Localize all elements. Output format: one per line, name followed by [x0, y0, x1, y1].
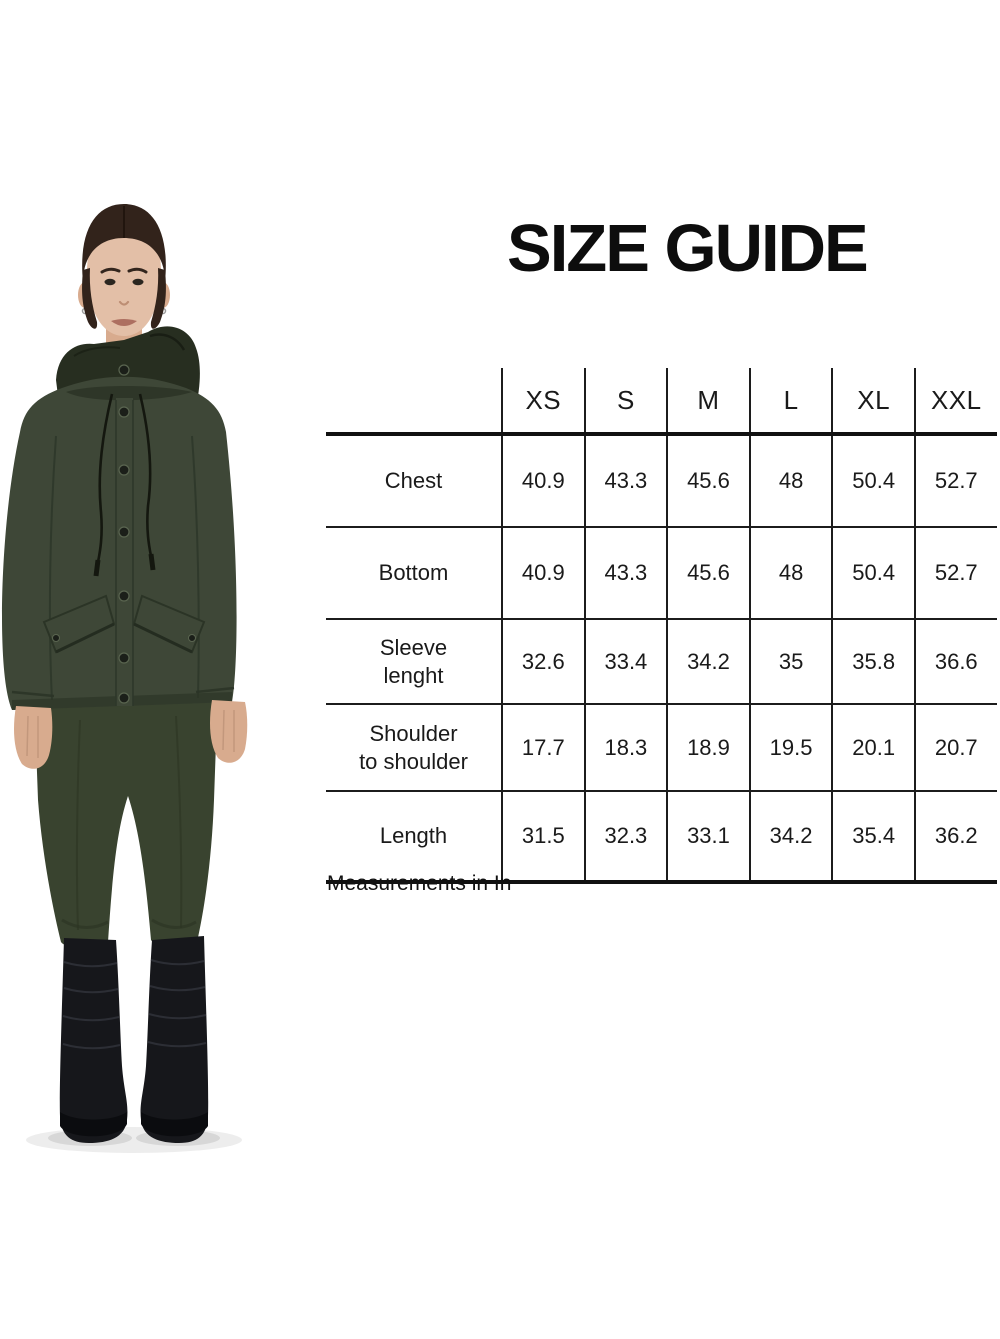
- sleeve-seam-right: [191, 435, 200, 699]
- boot-left: [59, 938, 128, 1143]
- hand-left-finger-lines: [26, 715, 39, 758]
- cell-value: 33.4: [583, 620, 667, 703]
- cell-value: 52.7: [913, 436, 997, 526]
- column-header-xs: XS: [501, 368, 584, 432]
- boot-left-sole: [60, 1112, 127, 1137]
- page-title: SIZE GUIDE: [507, 210, 869, 286]
- cell-value: 18.9: [666, 705, 749, 790]
- boot-left-ridges: [62, 961, 121, 1050]
- drawstring-left: [96, 393, 114, 563]
- rain-pants: [34, 686, 218, 949]
- table-header-row: XS S M L XL XXL: [326, 368, 997, 436]
- cell-value: 35: [748, 620, 832, 703]
- model-hair: [82, 204, 166, 282]
- pocket-snap-right: [188, 634, 196, 642]
- eye-right: [132, 278, 144, 286]
- cell-value: 32.3: [583, 792, 667, 880]
- cell-value: 33.1: [666, 792, 749, 880]
- eyebrow-left: [100, 267, 121, 274]
- row-label: Bottom: [378, 560, 449, 586]
- measurement-unit-note: Measurements in In: [327, 872, 512, 895]
- column-header-xl: XL: [831, 368, 914, 432]
- boot-right: [140, 936, 209, 1143]
- pants-cuff-fold-left: [61, 918, 109, 929]
- drawstring-right: [138, 393, 153, 557]
- cell-value: 36.2: [913, 792, 997, 880]
- cell-value: 34.2: [666, 620, 749, 703]
- table-row-shoulder-to-shoulder: Shoulder to shoulder 17.7 18.3 18.9 19.5…: [326, 705, 997, 792]
- cell-value: 19.5: [748, 705, 832, 790]
- cell-value: 48: [748, 528, 832, 618]
- column-header-m: M: [666, 368, 749, 432]
- cell-value: 17.7: [501, 705, 584, 790]
- cell-value: 18.3: [583, 705, 667, 790]
- cell-value: 40.9: [501, 528, 584, 618]
- boot-right-ridges: [147, 959, 207, 1048]
- cell-value: 34.2: [748, 792, 832, 880]
- pants-crease-left: [75, 719, 81, 931]
- cell-value: 43.3: [583, 528, 667, 618]
- nose: [118, 300, 130, 306]
- row-label: Sleeve lenght: [379, 635, 448, 688]
- hood-fold-2: [73, 346, 121, 357]
- cell-value: 43.3: [583, 436, 667, 526]
- hair-side-left: [82, 268, 98, 329]
- snap-buttons: [118, 364, 130, 704]
- table-row-bottom: Bottom 40.9 43.3 45.6 48 50.4 52.7: [326, 528, 997, 620]
- hood-fold: [149, 333, 186, 351]
- column-header-xxl: XXL: [913, 368, 997, 432]
- cell-value: 36.6: [913, 620, 997, 703]
- cell-value: 50.4: [831, 528, 914, 618]
- row-label: Length: [379, 823, 448, 849]
- table-row-chest: Chest 40.9 43.3 45.6 48 50.4 52.7: [326, 436, 997, 528]
- cell-value: 52.7: [913, 528, 997, 618]
- pocket-flap-right-edge: [133, 622, 193, 654]
- table-row-sleeve-length: Sleeve lenght 32.6 33.4 34.2 35 35.8 36.…: [326, 620, 997, 705]
- pocket-flaps: [42, 594, 206, 654]
- drawstring-right-aglet: [148, 553, 156, 571]
- cell-value: 48: [748, 436, 832, 526]
- sleeve-seam-left: [48, 435, 57, 701]
- cell-value: 45.6: [666, 436, 749, 526]
- pants-cuff-fold-right: [151, 918, 197, 929]
- lips: [111, 319, 137, 326]
- row-label: Shoulder to shoulder: [359, 721, 468, 774]
- cell-value: 20.1: [831, 705, 914, 790]
- rubber-boots: [59, 936, 209, 1143]
- cuff-line-left: [11, 690, 55, 698]
- cell-value: 20.7: [913, 705, 997, 790]
- eyebrow-right: [127, 267, 148, 274]
- collar-shadow: [66, 386, 192, 401]
- table-corner-cell: [326, 368, 501, 432]
- size-table: XS S M L XL XXL Chest 40.9 43.3 45.6 48 …: [326, 368, 997, 884]
- hand-right-finger-lines: [222, 709, 235, 752]
- hair-side-right: [150, 268, 166, 329]
- column-header-l: L: [748, 368, 832, 432]
- cell-value: 35.4: [831, 792, 914, 880]
- pants-crease-right: [175, 715, 183, 929]
- model-face: [87, 226, 161, 336]
- eye-left: [104, 278, 116, 286]
- hand-left: [14, 706, 53, 769]
- cell-value: 35.8: [831, 620, 914, 703]
- hand-right: [210, 700, 248, 763]
- cell-value: 32.6: [501, 620, 584, 703]
- drawstring-left-aglet: [93, 559, 101, 577]
- boot-right-sole: [141, 1112, 208, 1137]
- cuff-line-right: [195, 686, 235, 694]
- pocket-snap-left: [52, 634, 60, 642]
- row-label: Chest: [384, 468, 443, 494]
- table-row-length: Length 31.5 32.3 33.1 34.2 35.4 36.2: [326, 792, 997, 884]
- column-header-s: S: [583, 368, 667, 432]
- pocket-flap-left-edge: [55, 622, 115, 654]
- cell-value: 45.6: [666, 528, 749, 618]
- cell-value: 50.4: [831, 436, 914, 526]
- cell-value: 40.9: [501, 436, 584, 526]
- cell-value: 31.5: [501, 792, 584, 880]
- jacket-placket: [116, 398, 133, 706]
